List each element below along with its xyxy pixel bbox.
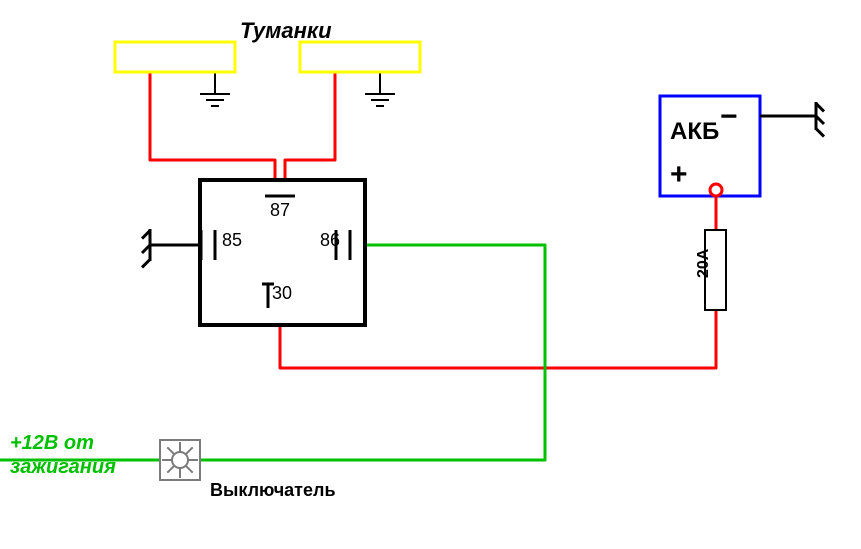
switch-label: Выключатель xyxy=(210,480,336,501)
ignition-label-2: зажигания xyxy=(10,456,116,479)
battery-minus: − xyxy=(720,100,738,134)
title-fog-lights: Туманки xyxy=(240,18,332,44)
fuse-rating: 20A xyxy=(695,249,713,278)
battery-plus: + xyxy=(670,158,688,192)
relay-pin-85: 85 xyxy=(222,230,242,251)
relay-pin-87: 87 xyxy=(270,200,290,221)
wiring-diagram xyxy=(0,0,861,549)
relay-pin-86: 86 xyxy=(320,230,340,251)
ignition-label-1: +12В от xyxy=(10,432,94,455)
battery-label: АКБ xyxy=(670,118,719,146)
relay-pin-30: 30 xyxy=(272,283,292,304)
